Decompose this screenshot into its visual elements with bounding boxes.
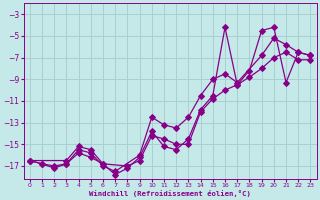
X-axis label: Windchill (Refroidissement éolien,°C): Windchill (Refroidissement éolien,°C): [89, 190, 251, 197]
